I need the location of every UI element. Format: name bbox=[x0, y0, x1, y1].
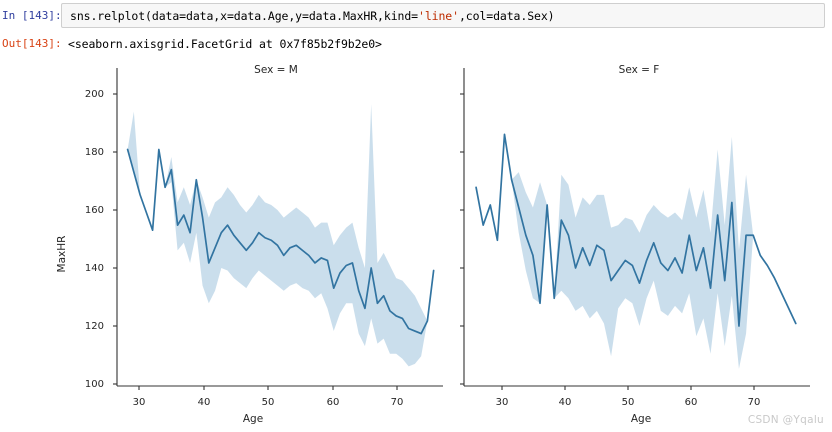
left-x-tick-70: 70 bbox=[390, 397, 404, 408]
y-tick-200: 200 bbox=[84, 89, 104, 100]
plot-area-male[interactable] bbox=[105, 58, 445, 398]
y-tick-100: 100 bbox=[84, 379, 104, 390]
right-x-tick-70: 70 bbox=[747, 397, 761, 408]
code-segment-1: sns.relplot(data=data,x=data.Age,y=data.… bbox=[70, 9, 419, 23]
y-axis-label: MaxHR bbox=[56, 235, 68, 273]
right-x-tick-60: 60 bbox=[684, 397, 698, 408]
code-segment-2: ,col=data.Sex) bbox=[458, 9, 555, 23]
y-tick-180: 180 bbox=[84, 147, 104, 158]
facet-title-male: Sex = M bbox=[254, 64, 298, 76]
output-prompt-label: Out[143]: bbox=[2, 37, 62, 50]
left-panel-y-ticks bbox=[113, 93, 117, 385]
right-x-tick-40: 40 bbox=[558, 397, 572, 408]
left-x-axis-label: Age bbox=[242, 413, 264, 425]
right-x-tick-30: 30 bbox=[495, 397, 509, 408]
plot-area-female[interactable] bbox=[452, 58, 812, 398]
left-x-tick-60: 60 bbox=[326, 397, 340, 408]
mean-line-female bbox=[475, 133, 797, 327]
confidence-band-female bbox=[476, 134, 796, 369]
left-panel-x-ticks bbox=[138, 386, 398, 390]
code-input-cell[interactable]: sns.relplot(data=data,x=data.Age,y=data.… bbox=[61, 3, 825, 28]
left-x-tick-30: 30 bbox=[132, 397, 146, 408]
csdn-watermark: CSDN @Yqalu bbox=[747, 414, 824, 426]
y-tick-140: 140 bbox=[84, 263, 104, 274]
right-panel-y-ticks bbox=[460, 93, 464, 385]
confidence-band-male bbox=[127, 104, 434, 367]
mean-line-male bbox=[126, 148, 435, 335]
output-repr-text: <seaborn.axisgrid.FacetGrid at 0x7f85b2f… bbox=[68, 37, 382, 51]
facet-title-female: Sex = F bbox=[618, 64, 660, 76]
y-tick-160: 160 bbox=[84, 205, 104, 216]
right-x-tick-50: 50 bbox=[621, 397, 635, 408]
right-panel-x-ticks bbox=[501, 386, 755, 390]
y-tick-120: 120 bbox=[84, 321, 104, 332]
seaborn-facetgrid-figure: Sex = M Sex = F MaxHR 100 120 140 160 18… bbox=[0, 58, 832, 432]
right-x-axis-label: Age bbox=[630, 413, 652, 425]
input-prompt-label: In [143]: bbox=[2, 9, 62, 22]
code-string-literal: 'line' bbox=[418, 9, 459, 23]
left-x-tick-40: 40 bbox=[197, 397, 211, 408]
left-x-tick-50: 50 bbox=[261, 397, 275, 408]
code-source-text: sns.relplot(data=data,x=data.Age,y=data.… bbox=[70, 9, 555, 23]
